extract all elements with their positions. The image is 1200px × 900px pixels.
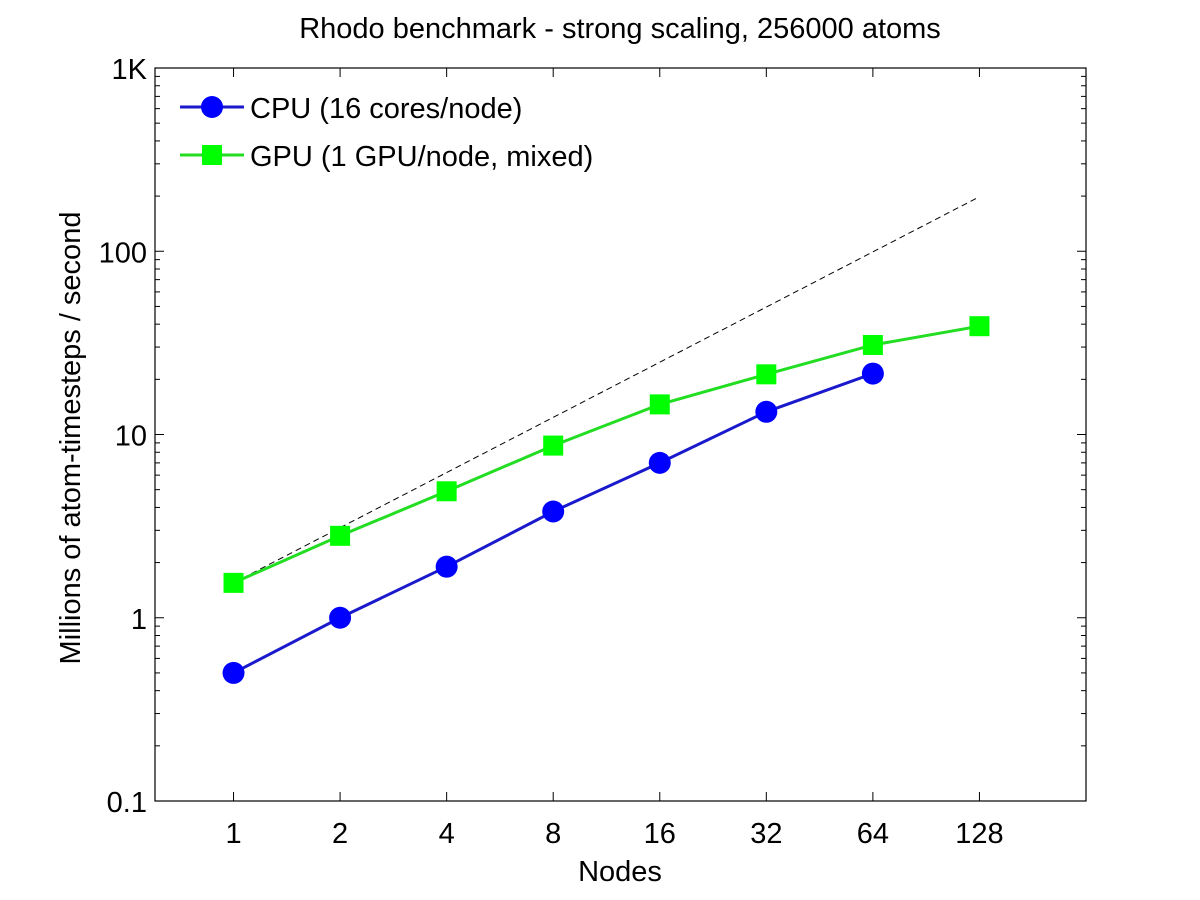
legend-gpu-label: GPU (1 GPU/node, mixed) xyxy=(250,141,593,173)
data-point-cpu xyxy=(861,362,884,385)
data-point-cpu xyxy=(329,606,352,629)
data-point-gpu xyxy=(756,364,777,385)
data-point-cpu xyxy=(755,400,778,423)
x-axis-label: Nodes xyxy=(578,856,662,888)
data-point-cpu xyxy=(648,451,671,474)
data-point-gpu xyxy=(330,525,351,546)
legend-cpu-marker xyxy=(201,96,223,118)
y-axis-label: Millions of atom-timesteps / second xyxy=(55,212,87,665)
data-point-gpu xyxy=(969,316,990,337)
data-point-gpu xyxy=(436,481,457,502)
x-tick-label: 16 xyxy=(644,818,676,850)
x-tick-label: 32 xyxy=(750,818,782,850)
x-tick-label: 1 xyxy=(225,818,241,850)
data-point-cpu xyxy=(222,661,245,684)
y-tick-label: 100 xyxy=(99,237,147,269)
y-tick-label: 0.1 xyxy=(107,787,147,819)
x-tick-label: 128 xyxy=(955,818,1003,850)
x-tick-label: 64 xyxy=(857,818,889,850)
plot-area-frame xyxy=(154,67,1087,802)
x-tick-label: 8 xyxy=(545,818,561,850)
data-point-gpu xyxy=(862,334,883,355)
data-point-cpu xyxy=(542,500,565,523)
y-tick-label: 1K xyxy=(112,54,148,86)
x-tick-label: 2 xyxy=(332,818,348,850)
data-point-cpu xyxy=(435,555,458,578)
series-line-gpu xyxy=(232,324,980,585)
data-point-gpu xyxy=(543,435,564,456)
legend-gpu-marker xyxy=(202,145,222,165)
x-tick-label: 4 xyxy=(439,818,455,850)
chart-title: Rhodo benchmark - strong scaling, 256000… xyxy=(299,13,941,45)
axis-ticks: 1 2 4 8 16 32 64 128 0.1 1 10 100 1K xyxy=(99,54,1086,850)
legend: CPU (16 cores/node) GPU (1 GPU/node, mix… xyxy=(180,93,593,173)
data-point-gpu xyxy=(649,394,670,415)
y-tick-label: 10 xyxy=(115,421,147,453)
series-layer xyxy=(222,316,990,684)
y-tick-label: 1 xyxy=(131,604,147,636)
legend-cpu-label: CPU (16 cores/node) xyxy=(250,93,522,125)
data-point-gpu xyxy=(223,572,244,593)
